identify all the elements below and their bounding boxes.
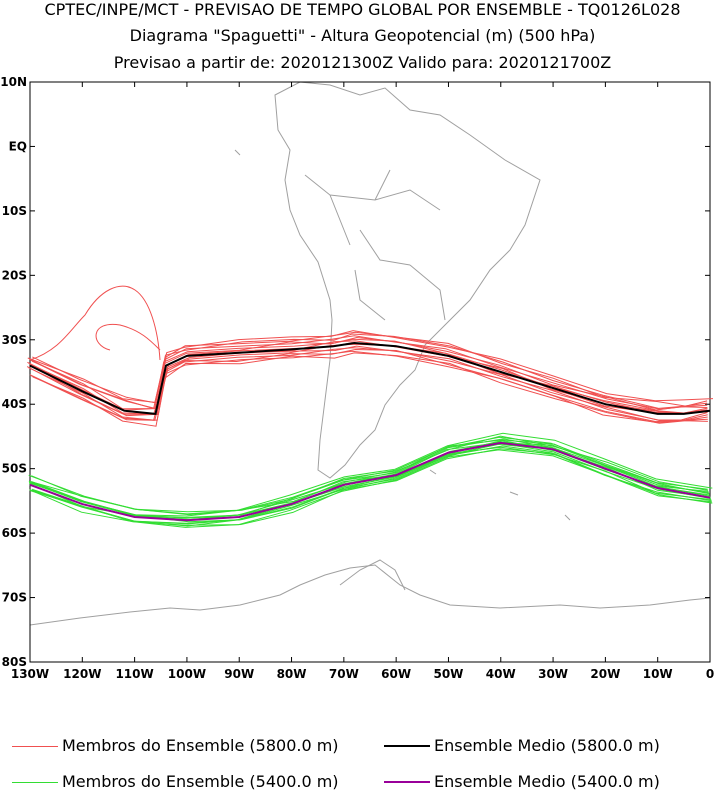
member-line-5800 xyxy=(30,335,708,410)
legend-mean-5800: Ensemble Medio (5800.0 m) xyxy=(384,736,660,756)
antarctic-peninsula xyxy=(339,559,406,591)
legend-swatch-red xyxy=(12,745,58,747)
plot-frame xyxy=(29,81,711,663)
member-line-5400 xyxy=(29,443,711,523)
member-line-5800 xyxy=(95,323,161,351)
country-borders xyxy=(304,169,446,321)
lat-label: 50S xyxy=(2,462,27,476)
lon-label: 100W xyxy=(168,667,206,681)
lon-label: 0 xyxy=(706,667,714,681)
member-line-5800 xyxy=(29,285,161,361)
lat-label: 10N xyxy=(0,75,27,89)
legend-swatch-black xyxy=(384,745,430,747)
mean-line-5400 xyxy=(29,441,711,522)
lon-label: 50W xyxy=(433,667,463,681)
member-line-5800 xyxy=(31,350,708,424)
antarctica-coast xyxy=(29,564,711,626)
legend-members-5800: Membros do Ensemble (5800.0 m) xyxy=(12,736,339,756)
lat-label: 40S xyxy=(2,397,27,411)
legend-label-mean-5400: Ensemble Medio (5400.0 m) xyxy=(434,772,660,791)
lat-label: 70S xyxy=(2,591,27,605)
lon-label: 80W xyxy=(277,667,307,681)
legend-label-mean-5800: Ensemble Medio (5800.0 m) xyxy=(434,736,660,755)
lon-label: 20W xyxy=(590,667,620,681)
ensemble-means xyxy=(29,341,711,522)
lon-label: 70W xyxy=(329,667,359,681)
lon-label: 90W xyxy=(224,667,254,681)
legend-label-members-5800: Membros do Ensemble (5800.0 m) xyxy=(62,736,339,755)
legend-members-5400: Membros do Ensemble (5400.0 m) xyxy=(12,772,339,792)
legend-mean-5400: Ensemble Medio (5400.0 m) xyxy=(384,772,660,792)
member-line-5800 xyxy=(32,330,714,404)
lat-label: EQ xyxy=(9,139,27,153)
lat-label: 10S xyxy=(2,204,27,218)
axis-ticks xyxy=(29,81,711,663)
longitude-labels: 130W 120W 110W 100W 90W 80W 70W 60W 50W 40W 30W 20W… xyxy=(11,667,714,681)
lon-label: 120W xyxy=(63,667,101,681)
lon-label: 40W xyxy=(486,667,516,681)
legend-swatch-purple xyxy=(384,781,430,783)
lat-label: 30S xyxy=(2,333,27,347)
mean-line-5800 xyxy=(29,341,711,415)
lon-label: 10W xyxy=(643,667,673,681)
legend-swatch-green xyxy=(12,781,58,783)
title-line-1: CPTEC/INPE/MCT - PREVISAO DE TEMPO GLOBA… xyxy=(44,0,681,19)
coastline-layer xyxy=(29,81,711,626)
lon-label: 60W xyxy=(381,667,411,681)
lon-label: 110W xyxy=(115,667,153,681)
title-line-3: Previsao a partir de: 2020121300Z Valido… xyxy=(113,53,612,72)
islands xyxy=(234,149,571,521)
latitude-labels: 10N EQ 10S 20S 30S 40S 50S 60S 70S 80S xyxy=(0,75,27,669)
title-line-2: Diagrama "Spaguetti" - Altura Geopotenci… xyxy=(129,26,596,45)
lat-label: 60S xyxy=(2,526,27,540)
member-line-5400 xyxy=(32,448,713,528)
member-line-5400 xyxy=(28,432,713,516)
lat-label: 20S xyxy=(2,268,27,282)
lat-label: 80S xyxy=(2,655,27,669)
legend-label-members-5400: Membros do Ensemble (5400.0 m) xyxy=(62,772,339,791)
map-chart: 10N EQ 10S 20S 30S 40S 50S 60S 70S 80S 130W 120W 11… xyxy=(0,75,714,681)
lon-label: 130W xyxy=(11,667,49,681)
member-line-5800 xyxy=(32,352,708,427)
lon-label: 30W xyxy=(538,667,568,681)
south-america-coast xyxy=(274,81,541,479)
member-line-5400 xyxy=(28,435,709,515)
